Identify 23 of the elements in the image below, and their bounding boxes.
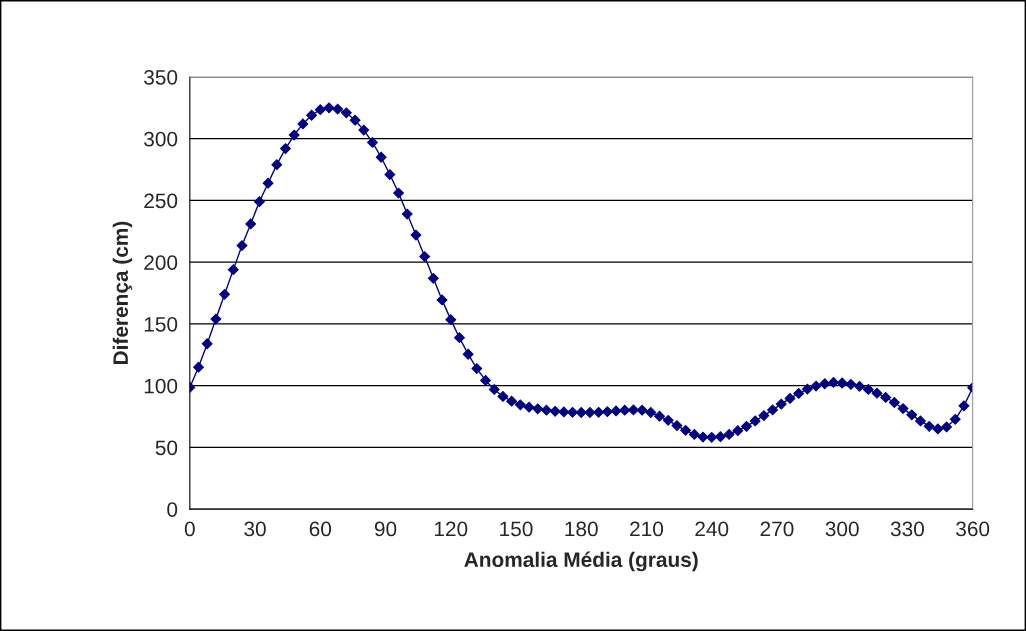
- x-tick-label: 90: [374, 521, 397, 537]
- x-tick-label: 300: [825, 521, 859, 537]
- y-tick-label: 100: [144, 378, 178, 394]
- x-tick-label: 240: [695, 521, 729, 537]
- x-tick-label: 150: [500, 521, 533, 537]
- x-tick-label: 360: [956, 521, 990, 537]
- x-tick-label: 270: [760, 521, 794, 537]
- x-tick-label: 330: [890, 521, 924, 537]
- y-tick-label: 350: [144, 69, 178, 85]
- y-axis-title: Diferença (cm): [112, 221, 133, 365]
- x-axis-title: Anomalia Média (graus): [464, 551, 698, 572]
- y-tick-label: 250: [144, 193, 178, 209]
- y-tick-label: 150: [144, 316, 178, 332]
- y-tick-label: 0: [167, 502, 178, 517]
- y-tick-label: 50: [155, 440, 178, 456]
- x-tick-label: 210: [630, 521, 664, 537]
- x-tick-label: 60: [309, 521, 332, 537]
- y-tick-label: 200: [144, 255, 178, 270]
- x-tick-label: 120: [434, 521, 468, 537]
- x-tick-label: 180: [565, 521, 598, 537]
- x-tick-label: 30: [244, 521, 266, 537]
- y-tick-label: 300: [144, 131, 178, 147]
- x-tick-label: 0: [184, 521, 195, 537]
